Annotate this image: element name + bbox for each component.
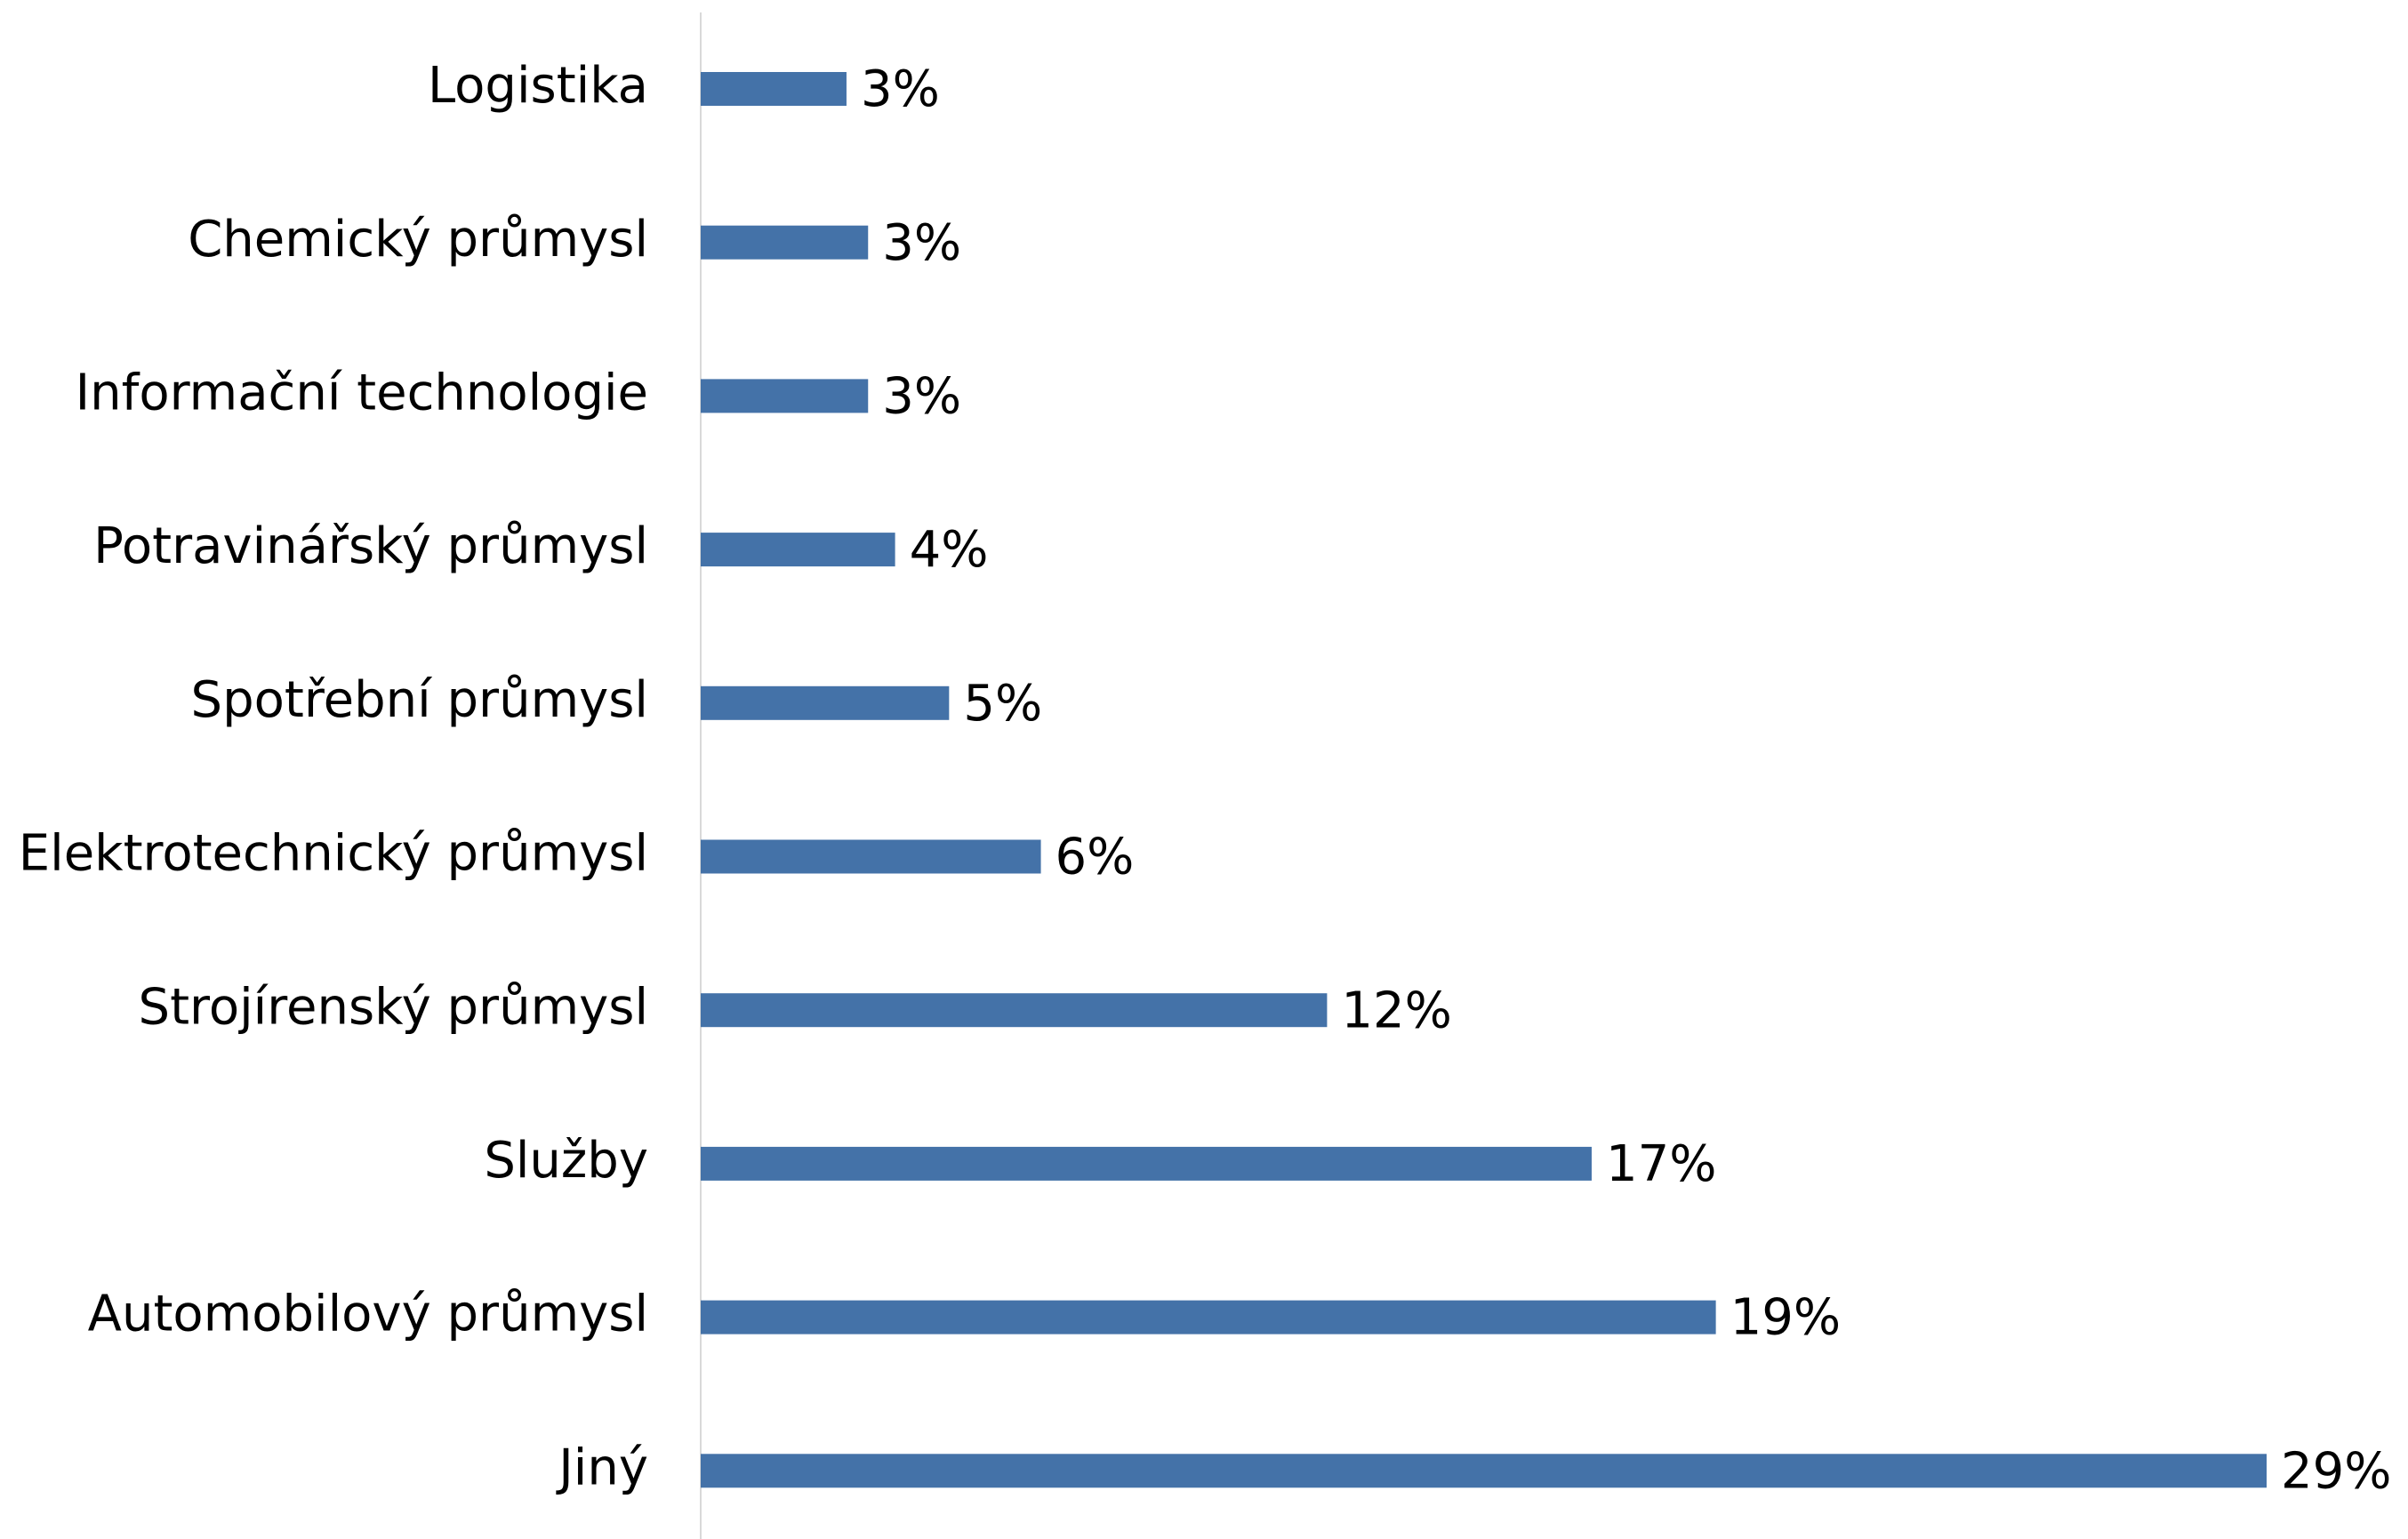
category-label: Automobilový průmysl — [88, 1286, 648, 1343]
data-label: 3% — [882, 214, 961, 272]
bar — [701, 533, 895, 567]
data-label: 5% — [963, 675, 1042, 733]
data-label: 12% — [1341, 982, 1451, 1039]
bar — [701, 1300, 1716, 1335]
bar — [701, 379, 869, 413]
data-label: 17% — [1606, 1135, 1716, 1193]
bar — [701, 72, 847, 106]
bar — [701, 225, 869, 260]
category-label: Služby — [484, 1132, 648, 1190]
category-label: Informační technologie — [76, 365, 648, 422]
category-label: Chemický průmysl — [188, 211, 648, 269]
bar — [701, 839, 1041, 874]
bar — [701, 685, 950, 720]
bar — [701, 993, 1328, 1028]
data-label: 3% — [882, 368, 961, 426]
category-label: Potravinářský průmysl — [93, 517, 648, 575]
data-label: 4% — [910, 521, 989, 579]
category-label: Elektrotechnický průmysl — [19, 825, 648, 883]
bar — [701, 1146, 1592, 1181]
data-label: 29% — [2281, 1442, 2391, 1500]
bar — [701, 1454, 2267, 1488]
data-label: 6% — [1056, 829, 1135, 886]
category-label: Logistika — [428, 57, 648, 115]
category-label: Spotřební průmysl — [191, 671, 648, 729]
category-label: Strojírenský průmysl — [139, 978, 648, 1036]
category-label: Jiný — [556, 1439, 648, 1496]
data-label: 19% — [1730, 1289, 1841, 1347]
data-label: 3% — [861, 60, 940, 118]
